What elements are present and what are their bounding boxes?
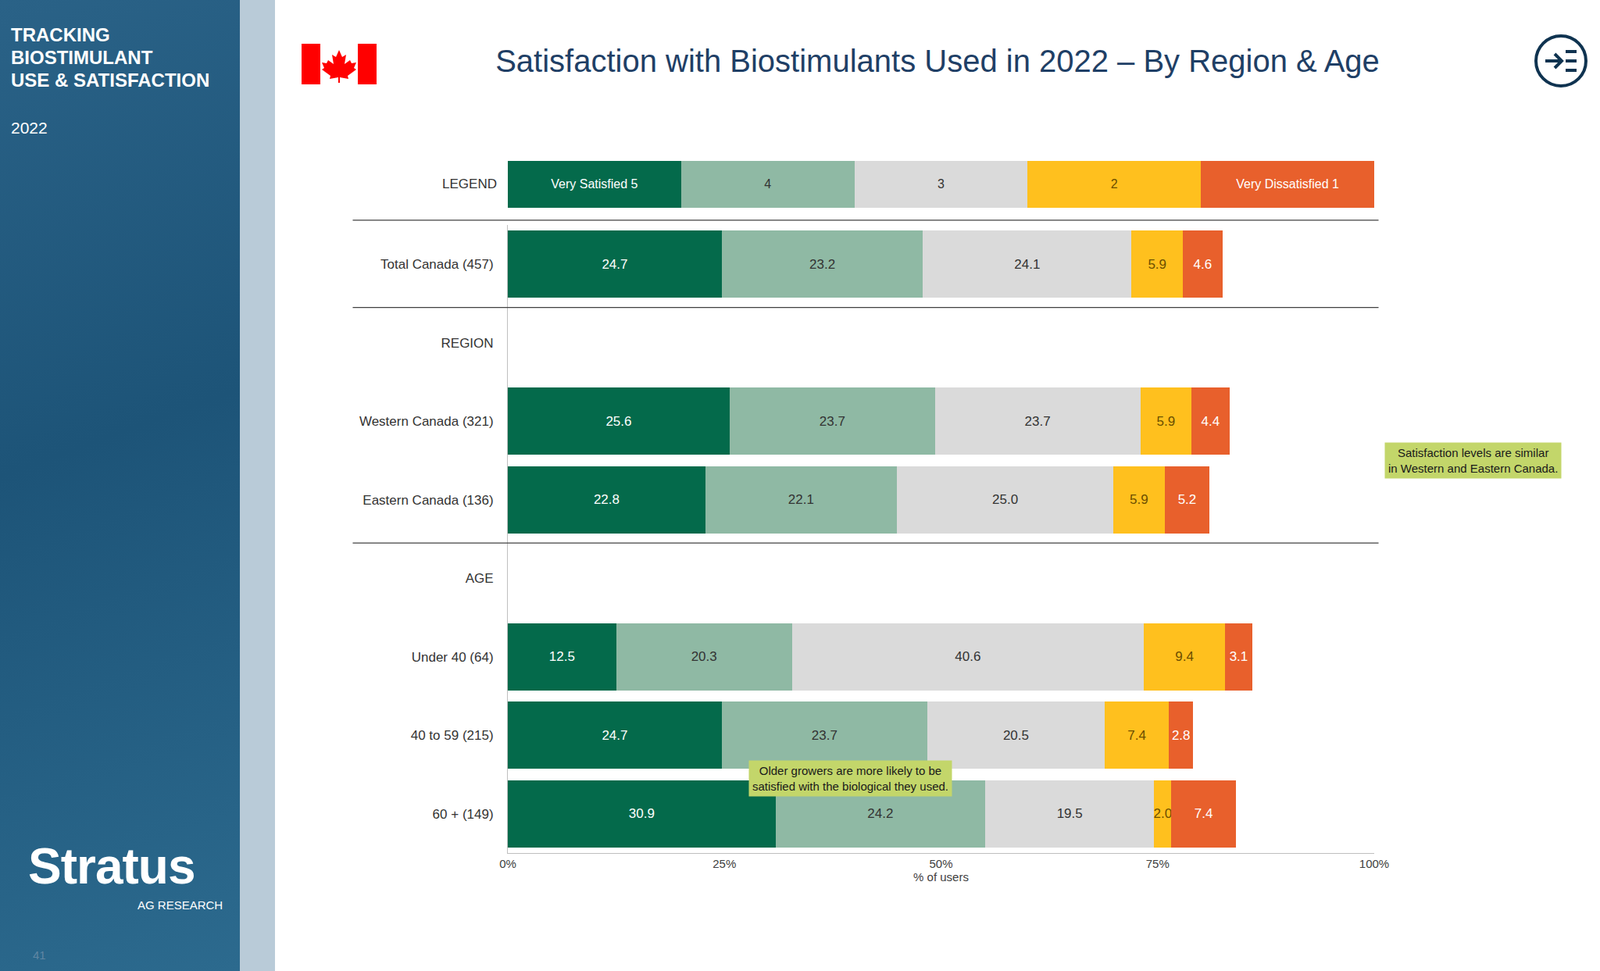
svg-text:40 to 59 (215): 40 to 59 (215) xyxy=(410,728,494,743)
svg-text:2.8: 2.8 xyxy=(1171,728,1191,743)
svg-text:5.9: 5.9 xyxy=(1129,492,1149,508)
svg-text:25.6: 25.6 xyxy=(605,414,632,429)
svg-text:3.1: 3.1 xyxy=(1229,649,1249,665)
svg-text:12.5: 12.5 xyxy=(549,649,575,665)
html-text:TRACKING: TRACKING xyxy=(10,24,110,46)
svg-text:4.4: 4.4 xyxy=(1201,414,1221,429)
svg-text:Satisfaction with Biostimulant: Satisfaction with Biostimulants Used in … xyxy=(495,43,1380,79)
svg-text:4.6: 4.6 xyxy=(1193,257,1213,272)
svg-text:0%: 0% xyxy=(499,857,517,871)
svg-text:23.7: 23.7 xyxy=(811,728,838,743)
svg-text:23.2: 23.2 xyxy=(809,257,836,272)
svg-text:22.1: 22.1 xyxy=(788,492,815,508)
svg-text:24.7: 24.7 xyxy=(601,257,628,272)
svg-text:25.0: 25.0 xyxy=(992,492,1018,508)
svg-text:23.7: 23.7 xyxy=(819,414,846,429)
svg-text:2.0: 2.0 xyxy=(1153,806,1173,822)
html-text:Very Dissatisfied 1: Very Dissatisfied 1 xyxy=(1236,177,1339,191)
svg-text:23.7: 23.7 xyxy=(1025,414,1051,429)
svg-text:Total Canada (457): Total Canada (457) xyxy=(380,257,494,272)
svg-text:AGE: AGE xyxy=(465,571,494,586)
html-text:USE & SATISFACTION: USE & SATISFACTION xyxy=(10,69,210,91)
svg-text:25%: 25% xyxy=(712,857,736,871)
svg-text:40.6: 40.6 xyxy=(954,649,981,665)
svg-text:Satisfaction levels are simila: Satisfaction levels are similarin Wester… xyxy=(1388,446,1558,475)
svg-text:100%: 100% xyxy=(1359,857,1390,871)
svg-text:20.5: 20.5 xyxy=(1003,728,1029,743)
html-text:Very Satisfied 5: Very Satisfied 5 xyxy=(551,177,638,191)
svg-text:7.4: 7.4 xyxy=(1127,728,1147,743)
svg-text:60 + (149): 60 + (149) xyxy=(432,807,494,822)
svg-text:5.9: 5.9 xyxy=(1156,414,1175,429)
html-text:41: 41 xyxy=(32,948,46,962)
svg-text:Under 40 (64): Under 40 (64) xyxy=(411,650,494,665)
html-text:Stratus: Stratus xyxy=(28,838,195,895)
svg-text:Older growers are more likely: Older growers are more likely to besatis… xyxy=(752,764,949,793)
svg-text:24.7: 24.7 xyxy=(601,728,628,743)
svg-text:9.4: 9.4 xyxy=(1175,649,1194,665)
svg-text:50%: 50% xyxy=(928,857,953,871)
svg-text:30.9: 30.9 xyxy=(628,806,655,822)
svg-text:5.2: 5.2 xyxy=(1178,492,1197,508)
svg-text:19.5: 19.5 xyxy=(1057,806,1083,822)
html-text:AG RESEARCH: AG RESEARCH xyxy=(137,898,223,912)
svg-text:5.9: 5.9 xyxy=(1147,257,1167,272)
html-text:2: 2 xyxy=(1110,177,1118,191)
svg-text:Eastern Canada (136): Eastern Canada (136) xyxy=(362,492,493,508)
svg-text:24.2: 24.2 xyxy=(867,806,893,822)
svg-text:7.4: 7.4 xyxy=(1194,806,1214,822)
svg-text:REGION: REGION xyxy=(441,335,494,351)
html-text:3: 3 xyxy=(937,177,945,191)
svg-text:22.8: 22.8 xyxy=(593,492,620,508)
html-text:4: 4 xyxy=(764,177,772,191)
svg-text:20.3: 20.3 xyxy=(691,649,718,665)
svg-text:% of users: % of users xyxy=(913,870,969,884)
html-text:BIOSTIMULANT: BIOSTIMULANT xyxy=(10,46,153,68)
html-text:LEGEND: LEGEND xyxy=(442,176,497,192)
svg-text:75%: 75% xyxy=(1146,857,1170,871)
svg-text:24.1: 24.1 xyxy=(1014,257,1040,272)
svg-text:Western Canada (321): Western Canada (321) xyxy=(359,414,494,429)
html-text:2022: 2022 xyxy=(10,118,48,137)
